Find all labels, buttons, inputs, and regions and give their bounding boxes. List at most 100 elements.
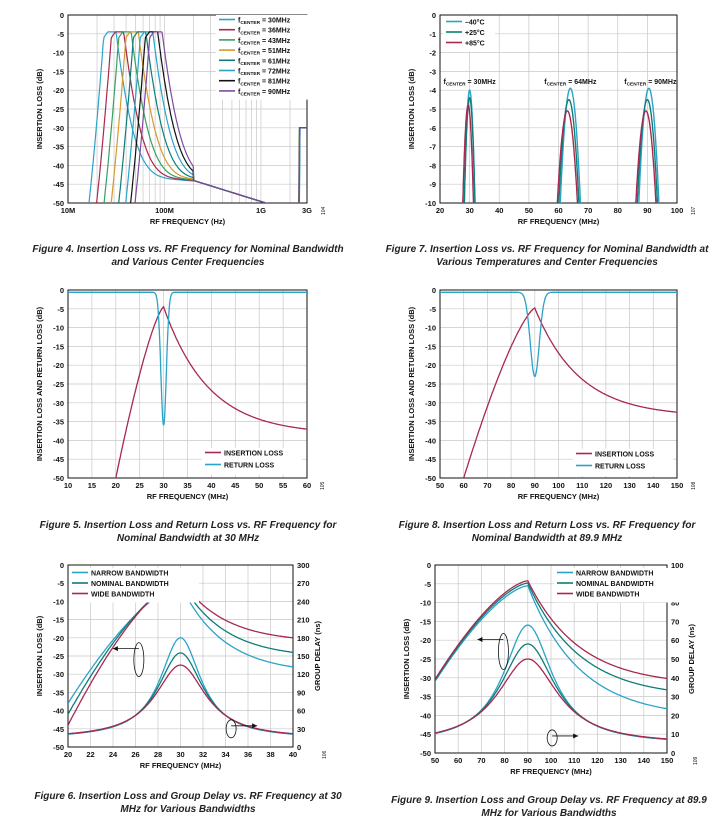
series-line-40C-peak3 — [638, 87, 660, 203]
y2-tick-label: 60 — [297, 707, 305, 716]
annotation-label: fCENTER = 64MHz — [544, 79, 597, 88]
y-tick-label: -35 — [53, 143, 64, 152]
x-axis-label: RF FREQUENCY (MHz) — [140, 761, 222, 770]
y2-tick-label: 50 — [671, 655, 679, 664]
y-tick-label: -5 — [57, 30, 64, 39]
y-tick-label: 0 — [432, 286, 436, 295]
y-tick-label: -5 — [429, 105, 436, 114]
legend-label: +25°C — [465, 29, 485, 37]
x-axis-label: RF FREQUENCY (MHz) — [147, 492, 229, 501]
series-line-return-loss — [440, 291, 677, 378]
legend-label: WIDE BANDWIDTH — [576, 592, 639, 599]
x-tick-label: 15 — [88, 481, 96, 490]
x-tick-label: 3G — [302, 206, 312, 215]
y-tick-label: 0 — [427, 561, 431, 570]
x-tick-label: 140 — [638, 756, 651, 765]
x-tick-label: 50 — [431, 756, 439, 765]
y-tick-label: -50 — [53, 474, 64, 483]
y-axis-label: INSERTION LOSS AND RETURN LOSS (dB) — [35, 306, 44, 461]
y-tick-label: -2 — [429, 49, 436, 58]
y-tick-label: -45 — [53, 180, 64, 189]
y-tick-label: -10 — [425, 324, 436, 333]
y-tick-label: -30 — [53, 124, 64, 133]
y-tick-label: -20 — [53, 86, 64, 95]
x-tick-label: 50 — [436, 481, 444, 490]
y2-tick-label: 270 — [297, 579, 310, 588]
y-tick-label: -9 — [429, 180, 436, 189]
x-tick-label: 50 — [255, 481, 263, 490]
x-tick-label: 32 — [199, 750, 207, 759]
x-tick-label: 35 — [183, 481, 191, 490]
y-tick-label: -25 — [420, 655, 431, 664]
y-tick-label: 0 — [60, 561, 64, 570]
callout-arrowhead — [252, 723, 258, 729]
x-tick-label: 30 — [176, 750, 184, 759]
series-line-il-narrow — [435, 584, 667, 710]
legend-label: NOMINAL BANDWIDTH — [576, 581, 654, 588]
y2-tick-label: 0 — [671, 749, 675, 758]
y2-tick-label: 90 — [297, 688, 305, 697]
y-tick-label: -10 — [53, 324, 64, 333]
y-axis-label: INSERTION LOSS AND RETURN LOSS (dB) — [407, 306, 416, 461]
x-tick-label: 26 — [131, 750, 139, 759]
x-tick-label: 100 — [671, 206, 684, 215]
x-tick-label: 140 — [647, 481, 660, 490]
x-tick-label: 60 — [460, 481, 468, 490]
series-line-il-nominal — [435, 582, 667, 691]
y-tick-label: -15 — [53, 342, 64, 351]
y-axis-label: INSERTION LOSS (dB) — [35, 615, 44, 696]
x-tick-label: 20 — [436, 206, 444, 215]
legend-label: INSERTION LOSS — [224, 451, 283, 458]
x-tick-label: 100 — [545, 756, 558, 765]
y-tick-label: -5 — [424, 580, 431, 589]
y-tick-label: -45 — [425, 455, 436, 464]
y-tick-label: -25 — [425, 380, 436, 389]
x-tick-label: 60 — [454, 756, 462, 765]
legend-box — [443, 17, 495, 52]
y-tick-label: -40 — [53, 161, 64, 170]
x-tick-label: 40 — [207, 481, 215, 490]
y2-tick-label: 70 — [671, 617, 679, 626]
y-tick-label: -8 — [429, 161, 436, 170]
caption-fig6: Figure 6. Insertion Loss and Group Delay… — [34, 791, 342, 815]
x-tick-label: 120 — [600, 481, 613, 490]
y-tick-label: -50 — [425, 474, 436, 483]
y-tick-label: -3 — [429, 67, 436, 76]
x-tick-label: 130 — [614, 756, 627, 765]
caption-fig4: Figure 4. Insertion Loss vs. RF Frequenc… — [32, 244, 344, 268]
plot-frame — [439, 14, 678, 204]
y-tick-label: -40 — [420, 711, 431, 720]
y-axis-label: INSERTION LOSS (dB) — [35, 68, 44, 149]
x-tick-label: 150 — [661, 756, 674, 765]
y-tick-label: -45 — [420, 730, 431, 739]
x-axis-label: RF FREQUENCY (MHz) — [518, 492, 600, 501]
legend-label: fCENTER = 81MHz — [238, 79, 291, 88]
series-line-25C-peak2 — [558, 98, 580, 203]
y-tick-label: -10 — [53, 597, 64, 606]
x-tick-label: 70 — [584, 206, 592, 215]
x-tick-label: 90 — [531, 481, 539, 490]
figure-code: 105 — [320, 481, 326, 490]
legend-label: WIDE BANDWIDTH — [91, 592, 154, 599]
x-tick-label: 60 — [554, 206, 562, 215]
y-axis-label: INSERTION LOSS (dB) — [402, 618, 411, 699]
y-tick-label: -10 — [425, 199, 436, 208]
y-tick-label: 0 — [60, 11, 64, 20]
legend-label: RETURN LOSS — [595, 464, 646, 471]
y-tick-label: -15 — [53, 67, 64, 76]
plot-frame — [439, 289, 678, 479]
x-tick-label: 70 — [477, 756, 485, 765]
y2-tick-label: 0 — [297, 743, 301, 752]
legend-label: NARROW BANDWIDTH — [576, 571, 653, 578]
y2-tick-label: 150 — [297, 652, 310, 661]
y-tick-label: -6 — [429, 124, 436, 133]
y-tick-label: -50 — [53, 743, 64, 752]
y2-tick-label: 300 — [297, 561, 310, 570]
y-tick-label: -20 — [53, 634, 64, 643]
legend-label: fCENTER = 72MHz — [238, 69, 291, 78]
caption-fig5: Figure 5. Insertion Loss and Return Loss… — [39, 520, 337, 544]
y-tick-label: -40 — [53, 707, 64, 716]
caption-fig9: Figure 9. Insertion Loss and Group Delay… — [391, 795, 707, 819]
